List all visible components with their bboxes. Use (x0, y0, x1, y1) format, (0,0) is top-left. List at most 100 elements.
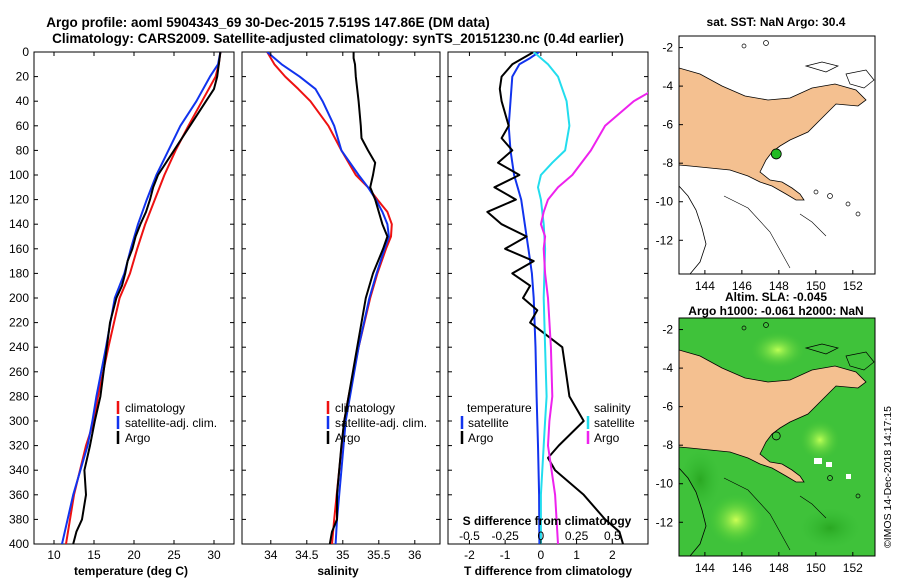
series-line-climatology (65, 52, 222, 544)
map-lat-label: -2 (662, 41, 673, 55)
series-line-argo (72, 52, 222, 544)
map-lat-label: -12 (656, 233, 674, 247)
depth-tick-label: 240 (9, 340, 29, 354)
x-tick-label: 2 (609, 548, 616, 562)
sla-map-frame (678, 317, 876, 557)
legend-title-salinity: salinity (594, 401, 631, 415)
map-lat-label: -10 (656, 195, 674, 209)
island (845, 201, 851, 207)
map-lat-label: -6 (662, 118, 673, 132)
sla-anomaly (748, 330, 808, 370)
depth-tick-label: 380 (9, 512, 29, 526)
map-lat-label: -10 (656, 477, 674, 491)
map-lon-label: 148 (769, 279, 789, 293)
series-line-satellite-adj-clim- (61, 52, 222, 544)
x-tick-label: 25 (167, 548, 181, 562)
t-difference-axis-label: T difference from climatology (464, 564, 632, 578)
depth-tick-label: 320 (9, 439, 29, 453)
x-tick-label: 35 (336, 548, 350, 562)
island (741, 325, 747, 331)
new-ireland-coast (804, 61, 840, 73)
sla-map-title-line1: Altim. SLA: -0.045 (725, 290, 827, 304)
map-lon-label: 146 (732, 279, 752, 293)
map-lon-label: 150 (806, 561, 826, 575)
s-tick-label: 0.25 (565, 529, 589, 543)
map-lon-label: 152 (843, 561, 863, 575)
x-tick-label: 10 (47, 548, 61, 562)
map-lat-label: -2 (662, 323, 673, 337)
sla-map: 144 146 148 150 152 -2 -4 -6 -8 -10 -12 (656, 317, 876, 575)
x-axes: 10 15 20 25 30 34 34.5 35 35.5 36 -2 -1 0 1 2 -0.5 -0.25… (47, 52, 621, 562)
island (763, 40, 769, 46)
island (827, 193, 833, 199)
depth-tick-label: 180 (9, 266, 29, 280)
new-britain-coast (845, 69, 875, 89)
series-line-s-climatology (539, 91, 648, 544)
missing-data-patch (826, 462, 832, 467)
map-lon-label: 150 (806, 279, 826, 293)
imos-watermark: ©IMOS 14-Dec-2018 14:17:15 (882, 406, 894, 548)
difference-series (486, 52, 648, 544)
x-tick-label: 20 (127, 548, 141, 562)
depth-tick-label: 40 (16, 94, 30, 108)
depth-tick-label: 360 (9, 488, 29, 502)
series-line-satellite-adj-clim- (266, 52, 390, 544)
australia-coast (679, 185, 707, 274)
figure-title-line2: Climatology: CARS2009. Satellite-adjuste… (52, 31, 624, 46)
map-lon-label: 144 (695, 279, 715, 293)
legend-label-argo: Argo (125, 431, 151, 445)
new-ireland-coast (804, 343, 840, 355)
contour-line (799, 495, 827, 519)
legend-label-climatology: climatology (335, 401, 395, 415)
contour-line (723, 477, 791, 551)
legend-label-s-satellite: satellite (594, 416, 635, 430)
depth-tick-label: 200 (9, 291, 29, 305)
x-tick-label: -2 (464, 548, 475, 562)
temperature-legend: climatology satellite-adj. clim. Argo (116, 401, 217, 445)
salinity-series (266, 52, 393, 544)
map-lat-label: -12 (656, 515, 674, 529)
legend-label-t-argo: Argo (468, 431, 494, 445)
figure-title-line1: Argo profile: aoml 5904343_69 30-Dec-201… (46, 15, 489, 30)
contour-line (799, 213, 827, 237)
salinity-legend: climatology satellite-adj. clim. Argo (326, 401, 427, 445)
map-lat-label: -4 (662, 79, 673, 93)
salinity-axis-label: salinity (317, 564, 359, 578)
map-lon-label: 152 (843, 279, 863, 293)
sla-anomaly (798, 418, 842, 462)
depth-axis: 0 20 40 60 80 100 120 140 160 180 200 220 240 260 280 3… (9, 45, 648, 551)
legend-label-argo: Argo (335, 431, 361, 445)
depth-tick-label: 80 (16, 143, 30, 157)
series-line-t-satellite (507, 52, 541, 544)
contour-line (723, 195, 791, 269)
difference-legend: temperature satellite Argo salinity sate… (460, 401, 635, 445)
depth-tick-label: 220 (9, 316, 29, 330)
depth-tick-label: 120 (9, 193, 29, 207)
sst-map: 144 146 148 150 152 -2 -4 -6 -8 -10 -12 (656, 35, 876, 293)
sla-anomaly (800, 508, 860, 548)
sst-map-title: sat. SST: NaN Argo: 30.4 (707, 15, 846, 29)
missing-data-patch (846, 474, 851, 479)
map-lat-label: -6 (662, 400, 673, 414)
legend-title-temperature: temperature (467, 401, 532, 415)
new-guinea-land (679, 349, 867, 483)
temperature-series (61, 52, 222, 544)
s-tick-label: 0 (538, 529, 545, 543)
map-lon-label: 148 (769, 561, 789, 575)
sst-map-ticks: 144 146 148 150 152 -2 -4 -6 -8 -10 -12 (656, 41, 863, 293)
depth-tick-label: 100 (9, 168, 29, 182)
depth-tick-label: 280 (9, 389, 29, 403)
x-tick-label: 0 (538, 548, 545, 562)
x-tick-label: 15 (87, 548, 101, 562)
island (741, 43, 747, 49)
sst-map-frame (678, 35, 876, 275)
legend-label-satellite: satellite-adj. clim. (125, 416, 217, 430)
argo-float-marker (770, 148, 782, 160)
legend-label-t-satellite: satellite (468, 416, 509, 430)
legend-label-climatology: climatology (125, 401, 185, 415)
depth-tick-label: 0 (22, 45, 29, 59)
island (855, 211, 861, 217)
series-line-t-argo (486, 52, 624, 544)
s-tick-label: 0.5 (604, 529, 621, 543)
